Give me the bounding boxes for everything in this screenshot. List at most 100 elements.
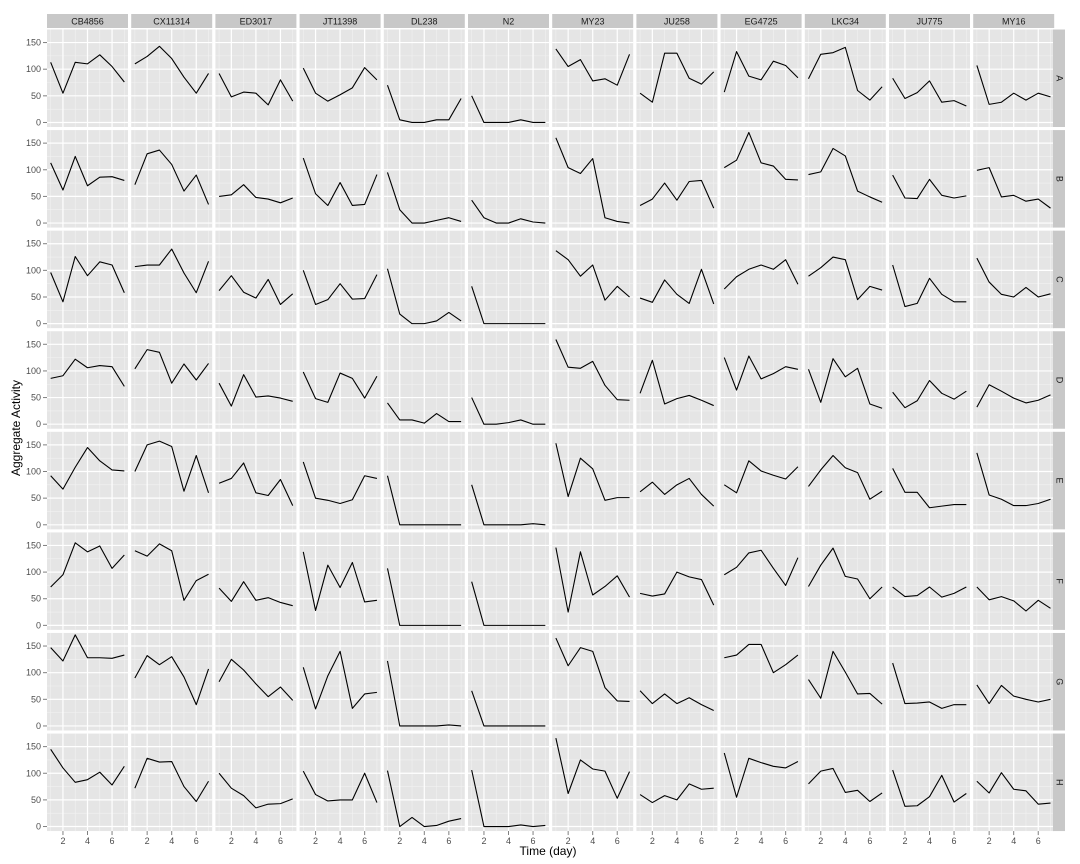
series-line bbox=[386, 475, 462, 526]
panel-CX11314-H bbox=[131, 733, 213, 832]
series-line bbox=[976, 384, 1051, 408]
strip-label: MY16 bbox=[1002, 17, 1026, 27]
panel-CB4856-B bbox=[47, 130, 128, 228]
panel-CB4856-A bbox=[47, 29, 128, 127]
series-line bbox=[808, 147, 883, 203]
series-line bbox=[387, 402, 462, 424]
x-tick-label: 4 bbox=[338, 836, 343, 846]
strip-row-H: H bbox=[1053, 733, 1065, 832]
series-line bbox=[555, 443, 630, 501]
series-line bbox=[134, 45, 209, 94]
strip-row-B: B bbox=[1053, 130, 1065, 228]
series-line bbox=[639, 571, 715, 606]
panel-ED3017-G bbox=[215, 632, 297, 731]
series-line bbox=[219, 184, 293, 204]
panel-LKC34-H bbox=[804, 733, 886, 832]
panel-JU258-F bbox=[636, 532, 718, 630]
strip-background bbox=[889, 14, 970, 28]
strip-row-C: C bbox=[1053, 230, 1065, 329]
panel-JT11398-B bbox=[299, 130, 381, 228]
series-line bbox=[555, 250, 630, 301]
panel-JT11398-C bbox=[299, 230, 381, 329]
strip-label: N2 bbox=[503, 17, 515, 27]
panel-N2-H bbox=[468, 733, 549, 832]
series-line bbox=[218, 772, 293, 809]
panel-MY16-D bbox=[973, 331, 1055, 429]
strip-row-G: G bbox=[1053, 632, 1065, 731]
panel-JU775-F bbox=[889, 532, 970, 630]
strip-label: E bbox=[1055, 478, 1065, 484]
panel-ED3017-F bbox=[215, 532, 297, 630]
x-tick-label: 6 bbox=[783, 836, 788, 846]
strip-background bbox=[383, 14, 465, 28]
series-line bbox=[50, 446, 125, 490]
series-line bbox=[218, 374, 293, 407]
panel-EG4725-C bbox=[720, 230, 802, 329]
panel-N2-E bbox=[468, 431, 549, 530]
panel-LKC34-B bbox=[804, 130, 886, 228]
panel-JU775-D bbox=[889, 331, 970, 429]
panel-JT11398-D bbox=[299, 331, 381, 429]
series-line bbox=[386, 770, 462, 828]
strip-label: ED3017 bbox=[240, 17, 273, 27]
panel-CX11314-E bbox=[131, 431, 213, 530]
y-tick-label: 50 bbox=[31, 191, 41, 201]
strip-background bbox=[552, 14, 634, 28]
series-line bbox=[976, 65, 1051, 105]
x-tick-label: 2 bbox=[734, 836, 739, 846]
y-tick-label: 0 bbox=[36, 419, 41, 429]
y-tick-label: 0 bbox=[36, 319, 41, 329]
row-strips: A B C D E F G H bbox=[1053, 29, 1065, 832]
strip-JU258: JU258 bbox=[636, 14, 718, 28]
y-tick-label: 0 bbox=[36, 218, 41, 228]
panel-EG4725-A bbox=[720, 29, 802, 127]
x-tick-label: 4 bbox=[674, 836, 679, 846]
series-line bbox=[471, 286, 546, 325]
panel-JU258-D bbox=[636, 331, 718, 429]
x-tick-label: 2 bbox=[987, 836, 992, 846]
strip-CB4856: CB4856 bbox=[47, 14, 128, 28]
x-tick-label: 6 bbox=[699, 836, 704, 846]
panel-CB4856-E bbox=[47, 431, 128, 530]
x-tick-label: 2 bbox=[566, 836, 571, 846]
y-tick-label: 100 bbox=[26, 768, 41, 778]
x-tick-label: 6 bbox=[615, 836, 620, 846]
series-line bbox=[302, 371, 378, 403]
y-axis-label: Aggregate Activity bbox=[9, 380, 23, 476]
x-axis: 2 4 6 2 4 6 2 4 6 2 4 6 2 4 6 2 4 6 2 4 6 2 4 6 2 4 6 2 4 6 2 4 6 2 4 6 bbox=[60, 831, 1041, 846]
panel-CB4856-F bbox=[47, 532, 128, 630]
y-tick-label: 150 bbox=[26, 641, 41, 651]
series-line bbox=[302, 270, 378, 306]
x-tick-label: 6 bbox=[110, 836, 115, 846]
strip-label: DL238 bbox=[411, 17, 438, 27]
series-line bbox=[723, 259, 799, 290]
series-line bbox=[134, 655, 210, 706]
series-line bbox=[892, 77, 967, 107]
series-line bbox=[892, 264, 967, 308]
strip-label: LKC34 bbox=[832, 17, 860, 27]
series-line bbox=[555, 737, 631, 799]
series-line bbox=[555, 637, 630, 702]
x-tick-label: 4 bbox=[1011, 836, 1016, 846]
y-tick-label: 150 bbox=[26, 38, 41, 48]
strip-DL238: DL238 bbox=[383, 14, 465, 28]
strip-background bbox=[1053, 733, 1065, 832]
x-tick-label: 6 bbox=[446, 836, 451, 846]
panel-LKC34-G bbox=[804, 632, 886, 731]
panel-JU258-G bbox=[636, 632, 718, 731]
panel-CB4856-C bbox=[47, 230, 128, 329]
series-line bbox=[723, 752, 799, 798]
panel-MY16-C bbox=[973, 230, 1055, 329]
series-line bbox=[302, 157, 378, 207]
series-line bbox=[639, 783, 714, 804]
strip-background bbox=[299, 14, 381, 28]
y-tick-label: 100 bbox=[26, 165, 41, 175]
x-tick-label: 4 bbox=[590, 836, 595, 846]
panel-MY23-D bbox=[552, 331, 634, 429]
series-line bbox=[302, 650, 377, 710]
strip-background bbox=[1053, 130, 1065, 228]
series-line bbox=[50, 542, 125, 588]
series-line bbox=[302, 770, 378, 803]
y-tick-label: 100 bbox=[26, 64, 41, 74]
